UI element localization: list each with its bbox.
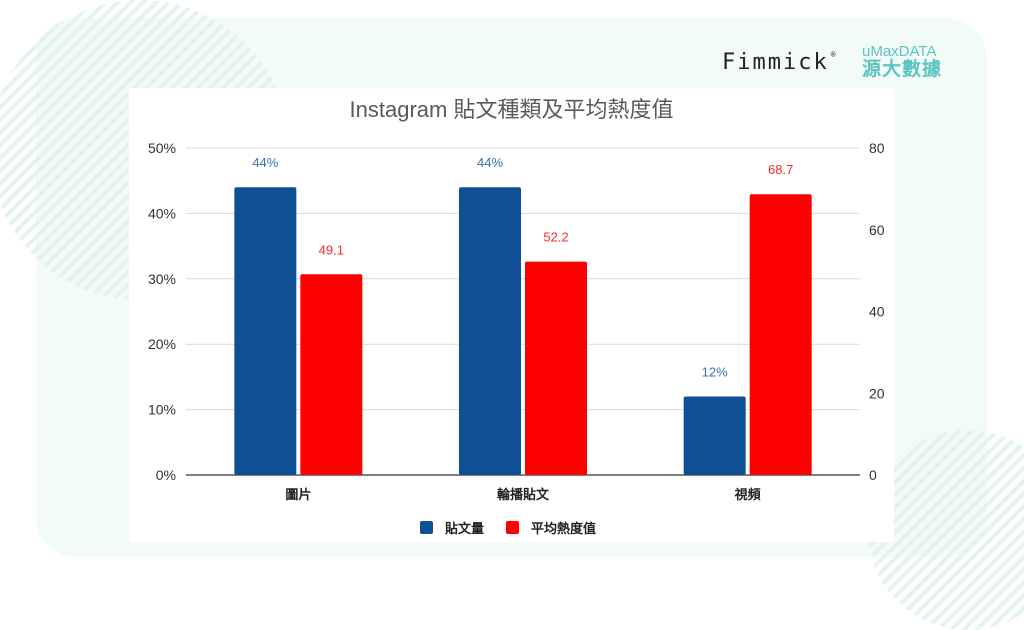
- umaxdata-logo: uMaxDATA 源大數據: [862, 44, 942, 80]
- chart-legend: 貼文量 平均熱度值: [420, 518, 618, 537]
- chart-title: Instagram 貼文種類及平均熱度值: [349, 97, 674, 122]
- fimmick-logo-text: Fimmick: [722, 50, 829, 75]
- data-label: 12%: [702, 365, 728, 380]
- legend-label: 貼文量: [445, 522, 485, 537]
- bar: [300, 274, 363, 475]
- bar: [683, 396, 746, 475]
- x-category-label: 圖片: [285, 487, 311, 503]
- y-left-tick: 20%: [148, 336, 176, 352]
- fimmick-logo: Fimmick ®: [722, 50, 838, 75]
- y-right-tick: 60: [869, 222, 885, 238]
- data-label: 52.2: [543, 230, 568, 245]
- y-left-tick: 50%: [148, 140, 176, 156]
- data-label: 49.1: [319, 242, 344, 257]
- data-label: 44%: [477, 155, 503, 170]
- data-label: 68.7: [768, 162, 793, 177]
- y-left-tick: 30%: [148, 271, 176, 287]
- legend-label: 平均熱度值: [531, 522, 597, 537]
- y-right-tick: 20: [869, 385, 885, 401]
- legend-item-avg-heat: 平均熱度值: [506, 518, 596, 537]
- legend-item-post-count: 貼文量: [420, 518, 484, 537]
- legend-swatch-blue: [420, 521, 433, 534]
- y-right-tick: 40: [869, 304, 885, 320]
- umaxdata-logo-en: uMaxDATA: [862, 43, 937, 60]
- y-right-tick: 0: [869, 467, 877, 483]
- bar: [234, 187, 297, 476]
- bar-chart: 0% 10% 20% 30% 40% 50% 0 20 40 60 80 44% 49.1 圖片 44% 52…: [148, 140, 885, 503]
- y-left-tick: 40%: [148, 205, 176, 221]
- legend-swatch-red: [506, 521, 520, 534]
- bar: [525, 261, 587, 475]
- x-category-label: 視頻: [734, 487, 761, 503]
- bar: [749, 194, 812, 475]
- umaxdata-logo-zh: 源大數據: [862, 59, 943, 80]
- x-category-label: 輪播貼文: [497, 487, 550, 503]
- data-label: 44%: [252, 155, 278, 170]
- y-right-tick: 80: [869, 140, 885, 156]
- bar: [459, 187, 521, 476]
- registered-mark: ®: [830, 50, 838, 59]
- y-left-tick: 10%: [148, 402, 176, 418]
- y-left-tick: 0%: [156, 467, 176, 483]
